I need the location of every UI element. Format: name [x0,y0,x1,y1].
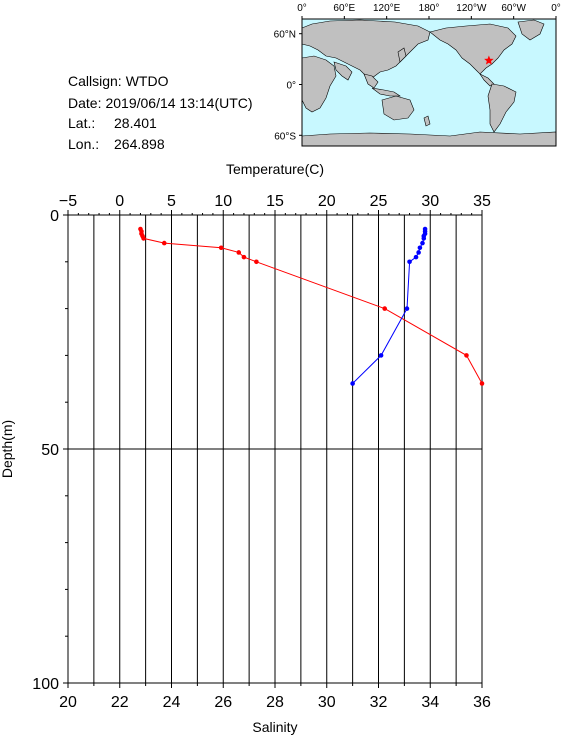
depth-tick-label: 50 [41,442,59,459]
salinity-data-point [407,259,412,265]
salinity-tick-label: 22 [111,694,129,711]
temperature-tick-label: 5 [167,193,176,210]
map-ticks: 0° 60°E 120°E 180° 120°W 60°W 0° 60°N 0° 60°S [274,3,561,142]
map-lon-tick-label: 60°E [333,3,355,14]
series-layer [138,226,485,386]
land-india [333,61,353,81]
land-north-america [429,23,517,75]
depth-tick-label: 0 [50,208,59,225]
temperature-data-point [241,254,247,260]
land-greenland [517,19,545,41]
map-lat-tick-label: 0° [286,81,296,92]
temperature-tick-label: 0 [115,193,124,210]
salinity-tick-label: 24 [163,694,181,711]
map-lon-tick-label: 0° [297,3,307,14]
temperature-tick-label: 25 [370,193,388,210]
station-star-icon [484,55,494,65]
temperature-data-point [479,381,485,386]
lon-label: Lon.: [68,136,100,152]
salinity-data-point [417,245,423,251]
depth-axis-label: Depth(m) [0,420,15,478]
temperature-data-point [218,245,224,251]
temperature-tick-label: 30 [421,193,439,210]
map-lon-tick-label: 0° [551,3,561,14]
land-eurasia [301,19,431,79]
map-lat-tick-label: 60°N [274,30,296,41]
temperature-data-point [382,306,388,311]
depth-axis: 0 50 100 [32,208,68,693]
map-lon-tick-label: 120°W [456,3,487,14]
temperature-tick-label: 20 [318,193,336,210]
lat-label: Lat.: [68,115,96,131]
land-japan [397,47,407,63]
salinity-data-point [413,254,419,260]
temperature-tick-label: 15 [266,193,284,210]
salinity-tick-label: 26 [214,694,232,711]
depth-tick-label: 100 [32,676,59,693]
salinity-tick-label: 30 [318,694,336,711]
land-southeast-asia [363,73,379,89]
temperature-tick-label: −5 [59,193,77,210]
map-lon-tick-label: 60°W [501,3,526,14]
land-indonesia [371,87,401,97]
chart-grid [68,215,482,683]
salinity-tick-label: 20 [59,694,77,711]
salinity-axis: 20 22 24 26 28 30 32 34 36 [59,683,491,711]
salinity-data-point [404,306,410,311]
temperature-profile-line [139,228,483,384]
temperature-data-point [236,250,242,255]
temperature-axis-label: Temperature(C) [226,161,324,177]
callsign-value: WTDO [125,73,169,89]
land-africa [301,55,337,113]
salinity-data-point [378,353,384,358]
salinity-data-point [350,381,355,386]
temperature-axis: −5 0 5 10 15 20 25 30 35 [59,193,491,215]
lon-value: 264.898 [114,136,165,152]
land-south-america [487,83,517,133]
date-line: Date: 2019/06/14 13:14(UTC) [68,95,253,111]
lat-value: 28.401 [114,115,157,131]
salinity-data-point [420,240,425,246]
salinity-tick-label: 36 [473,694,491,711]
temperature-tick-label: 35 [473,193,491,210]
temperature-data-point [464,353,469,358]
lon-line: Lon.: 264.898 [68,136,165,152]
lat-line: Lat.: 28.401 [68,115,157,131]
map-lon-tick-label: 120°E [373,3,401,14]
location-map: 0° 60°E 120°E 180° 120°W 60°W 0° 60°N 0° 60°S [274,3,561,147]
salinity-data-point [416,250,421,255]
map-land [301,19,557,147]
callsign-label: Callsign: [68,73,122,89]
map-lon-tick-label: 180° [419,3,440,14]
salinity-tick-label: 34 [421,694,439,711]
land-new-zealand [423,115,431,127]
callsign-line: Callsign: WTDO [68,73,168,89]
salinity-profile-line [352,229,426,384]
salinity-tick-label: 32 [370,694,388,711]
temperature-data-point [254,259,259,265]
temperature-tick-label: 10 [214,193,232,210]
date-value: 2019/06/14 13:14(UTC) [105,95,253,111]
temperature-data-point [161,240,167,246]
date-label: Date: [68,95,102,111]
map-lat-tick-label: 60°S [274,131,296,142]
temperature-data-point [141,236,146,241]
salinity-data-point [421,236,427,241]
map-marker [484,55,494,65]
salinity-axis-label: Salinity [252,719,297,735]
land-australia [381,95,415,121]
salinity-tick-label: 28 [266,694,284,711]
